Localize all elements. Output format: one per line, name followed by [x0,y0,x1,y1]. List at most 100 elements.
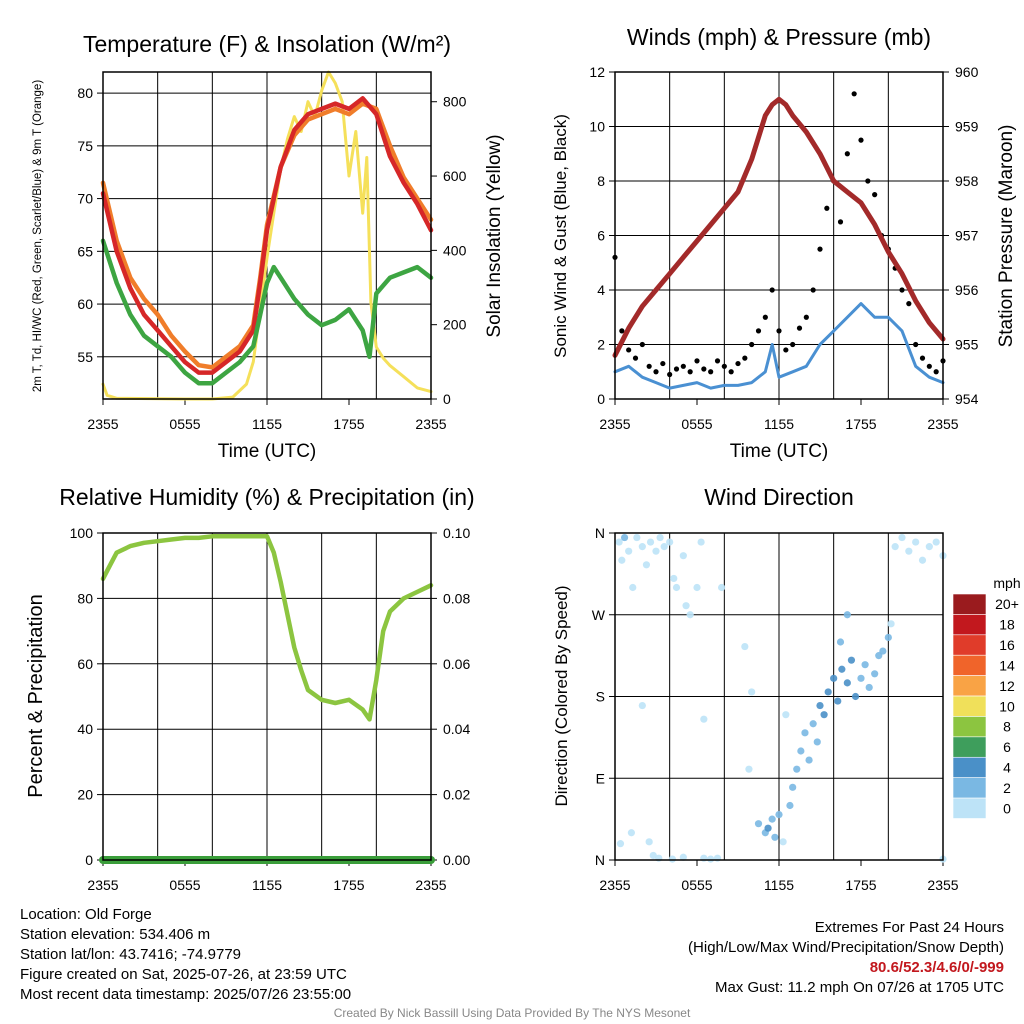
direction-point [666,538,674,546]
direction-point [861,661,869,669]
y-axis-label: Sonic Wind & Gust (Blue, Black) [551,114,570,358]
gust-point [646,363,652,369]
gust-point [872,192,878,198]
colorbar-swatch [952,634,987,656]
direction-point [851,692,860,701]
station-elevation: Station elevation: 534.406 m [20,926,211,943]
y2-tick-label: 0.06 [443,656,470,672]
gust-point [714,358,721,364]
series-line-station-pressure [612,96,946,358]
y2-axis-label: Station Pressure (Maroon) [996,125,1017,348]
colorbar-swatch [952,716,987,738]
gust-point [769,287,775,293]
y2-tick-label: 0.08 [443,590,470,606]
y2-tick-label: 200 [443,317,467,333]
gust-point [776,328,782,334]
direction-point [618,556,626,564]
direction-point [629,583,637,592]
y2-tick-label: 959 [955,119,979,135]
direction-point [741,642,749,651]
gust-point [708,369,714,375]
direction-point [918,556,927,564]
direction-point [834,697,842,705]
x-tick-label: 1155 [252,416,282,432]
gust-point [783,347,789,353]
gust-point [660,360,666,367]
x-tick-label: 1755 [845,877,876,893]
station-latlon: Station lat/lon: 43.7416; -74.9779 [20,946,242,963]
gust-point [749,341,755,348]
y-tick-label: 10 [589,119,605,135]
y-tick-label: 40 [77,721,93,737]
direction-point [638,543,646,551]
y-tick-label: 100 [70,525,94,541]
chart-title: Wind Direction [704,484,854,510]
direction-point [748,688,756,696]
gust-point [694,358,700,364]
x-tick-label: 0555 [169,877,200,893]
x-tick-label: 2355 [87,877,118,893]
direction-point [672,583,681,592]
gust-point [626,347,632,353]
direction-point [775,810,783,819]
y-tick-label: N [595,852,605,868]
panel-4: Wind Direction 2355 0555 1155 1755 2355 N E S W N D… [552,484,1021,893]
y2-tick-label: 958 [955,173,979,189]
gust-point [673,366,680,372]
series-line-sonic-wind [613,302,945,390]
colorbar-label: 20+ [995,596,1019,612]
panel-2: Winds (mph) & Pressure (mb) 2355 0555 1155 1… [551,24,1017,462]
gust-point [906,301,912,307]
direction-point [679,552,687,560]
direction-point [745,765,753,773]
colorbar-label: 16 [999,637,1015,653]
colorbar-swatch [952,736,987,758]
direction-point [682,602,690,610]
gust-point [687,369,693,375]
direction-point [779,838,787,846]
direction-point [838,665,846,673]
gust-point [667,371,673,378]
y2-tick-label: 956 [955,282,979,298]
direction-point [616,840,625,848]
y2-tick-label: 0.02 [443,787,470,803]
plot-border [102,532,432,861]
station-info: Location: Old Forge Station elevation: 5… [20,905,351,1005]
y2-tick-label: 0 [443,391,451,407]
gust-point [817,246,823,252]
y2-tick-label: 800 [443,94,467,110]
plot-border [614,71,944,400]
direction-point [670,574,678,583]
series-line-solar-insolation [101,70,433,401]
panel-3: Relative Humidity (%) & Precipitation (i… [25,484,475,893]
y-tick-label: 8 [597,173,605,189]
direction-point [809,720,817,728]
y-tick-label: 2 [597,337,605,353]
direction-point [768,815,776,823]
panel-1: Temperature (F) & Insolation (W/m²) 2355 0… [32,31,505,462]
y-tick-label: 20 [77,787,93,803]
direction-point [645,838,653,846]
extremes-block: Extremes For Past 24 Hours (High/Low/Max… [688,918,1004,998]
direction-point [865,683,873,692]
direction-point [660,543,668,551]
gust-point [632,355,639,361]
direction-point [625,547,633,555]
x-tick-label: 0555 [681,877,712,893]
series-line-relative-humidity [100,534,434,722]
y-tick-label: 6 [597,228,605,244]
station-location: Location: Old Forge [20,906,152,923]
x-tick-label: 2355 [927,877,958,893]
colorbar-swatch [952,614,987,636]
colorbar: mph 20+ 18 16 14 12 10 8 6 4 2 0 [952,575,1021,819]
gust-point [796,325,803,331]
y-tick-label: N [595,525,605,541]
y2-tick-label: 0.10 [443,525,470,541]
direction-point [871,670,879,678]
gust-point [742,355,748,361]
y-tick-label: W [592,607,606,623]
colorbar-label: 2 [1003,780,1011,796]
direction-point [912,538,920,546]
direction-point [857,674,865,682]
colorbar-label: 18 [999,617,1015,633]
